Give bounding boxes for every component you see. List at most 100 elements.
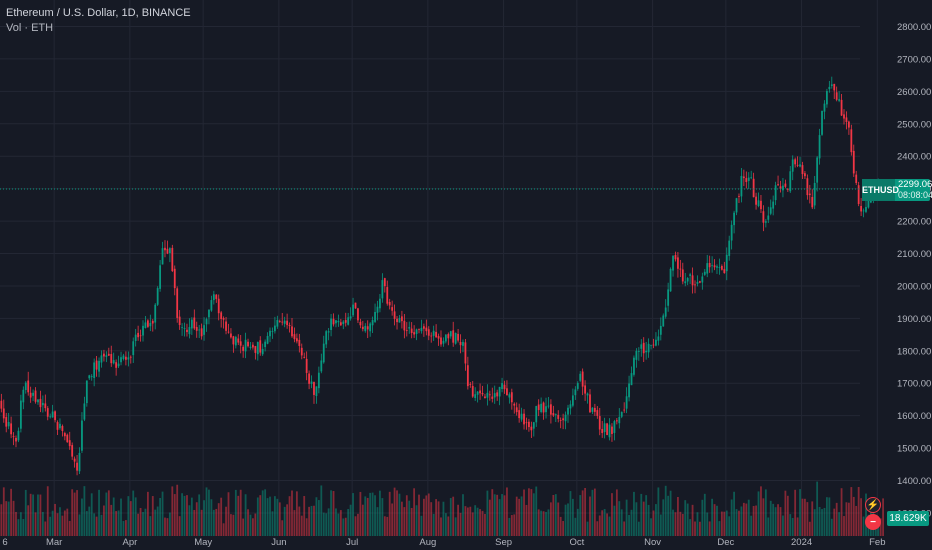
candle-body xyxy=(640,344,643,349)
volume-bar xyxy=(496,494,499,536)
candle-body xyxy=(88,375,91,379)
candle-body xyxy=(159,265,162,289)
volume-bar xyxy=(22,519,25,536)
volume-bar xyxy=(249,514,252,536)
volume-bar xyxy=(865,493,867,536)
candle-body xyxy=(728,240,731,256)
volume-bar xyxy=(728,516,731,536)
volume-bar xyxy=(278,502,281,536)
candle-body xyxy=(503,384,506,390)
volume-bar xyxy=(359,491,362,536)
candle-body xyxy=(535,406,538,423)
candle-body xyxy=(603,423,606,433)
candle-body xyxy=(166,248,169,254)
candle-body xyxy=(664,307,667,317)
volume-bar xyxy=(493,494,496,536)
candle-body xyxy=(37,399,39,403)
volume-bar xyxy=(608,516,611,536)
volume-bar xyxy=(164,517,166,536)
volume-bar xyxy=(44,521,47,536)
candle-body xyxy=(24,382,27,391)
candle-body xyxy=(183,327,186,329)
volume-bar xyxy=(125,520,127,536)
candle-body xyxy=(789,171,792,192)
volume-bar xyxy=(115,511,118,536)
candle-body xyxy=(623,409,626,411)
candle-body xyxy=(339,322,342,326)
volume-bar xyxy=(303,496,306,536)
candle-body xyxy=(852,150,855,174)
candle-body xyxy=(225,321,227,331)
candle-body xyxy=(476,391,479,395)
candle-body xyxy=(718,267,721,268)
candle-body xyxy=(34,390,37,402)
volume-legend[interactable]: Vol · ETH xyxy=(6,22,54,34)
candle-body xyxy=(420,327,423,332)
candle-body xyxy=(19,400,22,429)
volume-bar xyxy=(129,501,132,536)
volume-bar xyxy=(591,489,594,536)
candle-body xyxy=(95,360,98,370)
candle-body xyxy=(750,177,753,179)
candle-body xyxy=(459,341,462,346)
volume-bar xyxy=(418,494,420,536)
candle-body xyxy=(217,298,220,314)
volume-bar xyxy=(310,505,313,536)
volume-bar xyxy=(337,513,340,536)
volume-bar xyxy=(327,508,330,536)
volume-bar xyxy=(733,491,735,536)
candle-body xyxy=(601,429,604,434)
candle-body xyxy=(413,332,416,335)
volume-bar xyxy=(452,496,455,536)
candle-body xyxy=(137,332,140,338)
candle-body xyxy=(337,320,340,323)
volume-bar xyxy=(349,504,352,536)
volume-bar xyxy=(667,495,670,536)
candle-body xyxy=(762,211,765,223)
volume-bar xyxy=(210,499,213,536)
volume-bar xyxy=(589,496,591,536)
candle-body xyxy=(93,362,96,378)
volume-bar xyxy=(188,505,191,536)
candle-body xyxy=(403,320,406,331)
candle-body xyxy=(689,274,692,276)
candle-body xyxy=(120,357,122,363)
candle-body xyxy=(398,318,401,323)
candle-body xyxy=(571,395,574,406)
volume-bar xyxy=(838,512,841,536)
candle-body xyxy=(628,383,630,398)
candle-body xyxy=(32,392,34,396)
volume-bar xyxy=(662,499,665,536)
minus-icon[interactable]: − xyxy=(865,514,881,530)
symbol-title[interactable]: Ethereum / U.S. Dollar, 1D, BINANCE xyxy=(6,7,191,19)
volume-bar xyxy=(186,495,188,536)
candle-body xyxy=(764,221,767,223)
candle-body xyxy=(278,321,281,322)
price-tick-label: 1800.00 xyxy=(897,346,931,357)
volume-bar xyxy=(71,489,74,536)
candle-body xyxy=(806,178,809,196)
candle-body xyxy=(667,289,670,306)
candle-body xyxy=(716,266,718,268)
volume-bar xyxy=(449,498,452,536)
candle-body xyxy=(486,392,489,398)
volume-bar xyxy=(879,518,882,536)
volume-bar xyxy=(403,507,406,536)
volume-bar xyxy=(769,500,772,536)
volume-bar xyxy=(413,488,416,536)
candle-body xyxy=(613,421,616,433)
candle-body xyxy=(405,330,408,331)
candle-body xyxy=(557,414,560,419)
candle-body xyxy=(808,193,811,196)
candle-body xyxy=(115,362,118,368)
candle-body xyxy=(298,339,301,346)
volume-bar xyxy=(735,509,738,536)
volume-bar xyxy=(852,496,855,536)
candle-body xyxy=(366,326,369,330)
candle-body xyxy=(794,159,797,165)
lightning-icon[interactable]: ⚡ xyxy=(865,497,881,513)
volume-bar xyxy=(642,501,645,536)
candle-body xyxy=(698,281,701,283)
time-axis[interactable]: 6 Mar Apr May Jun Jul Aug Sep Oct Nov Dec 2024 Feb xyxy=(2,537,885,548)
